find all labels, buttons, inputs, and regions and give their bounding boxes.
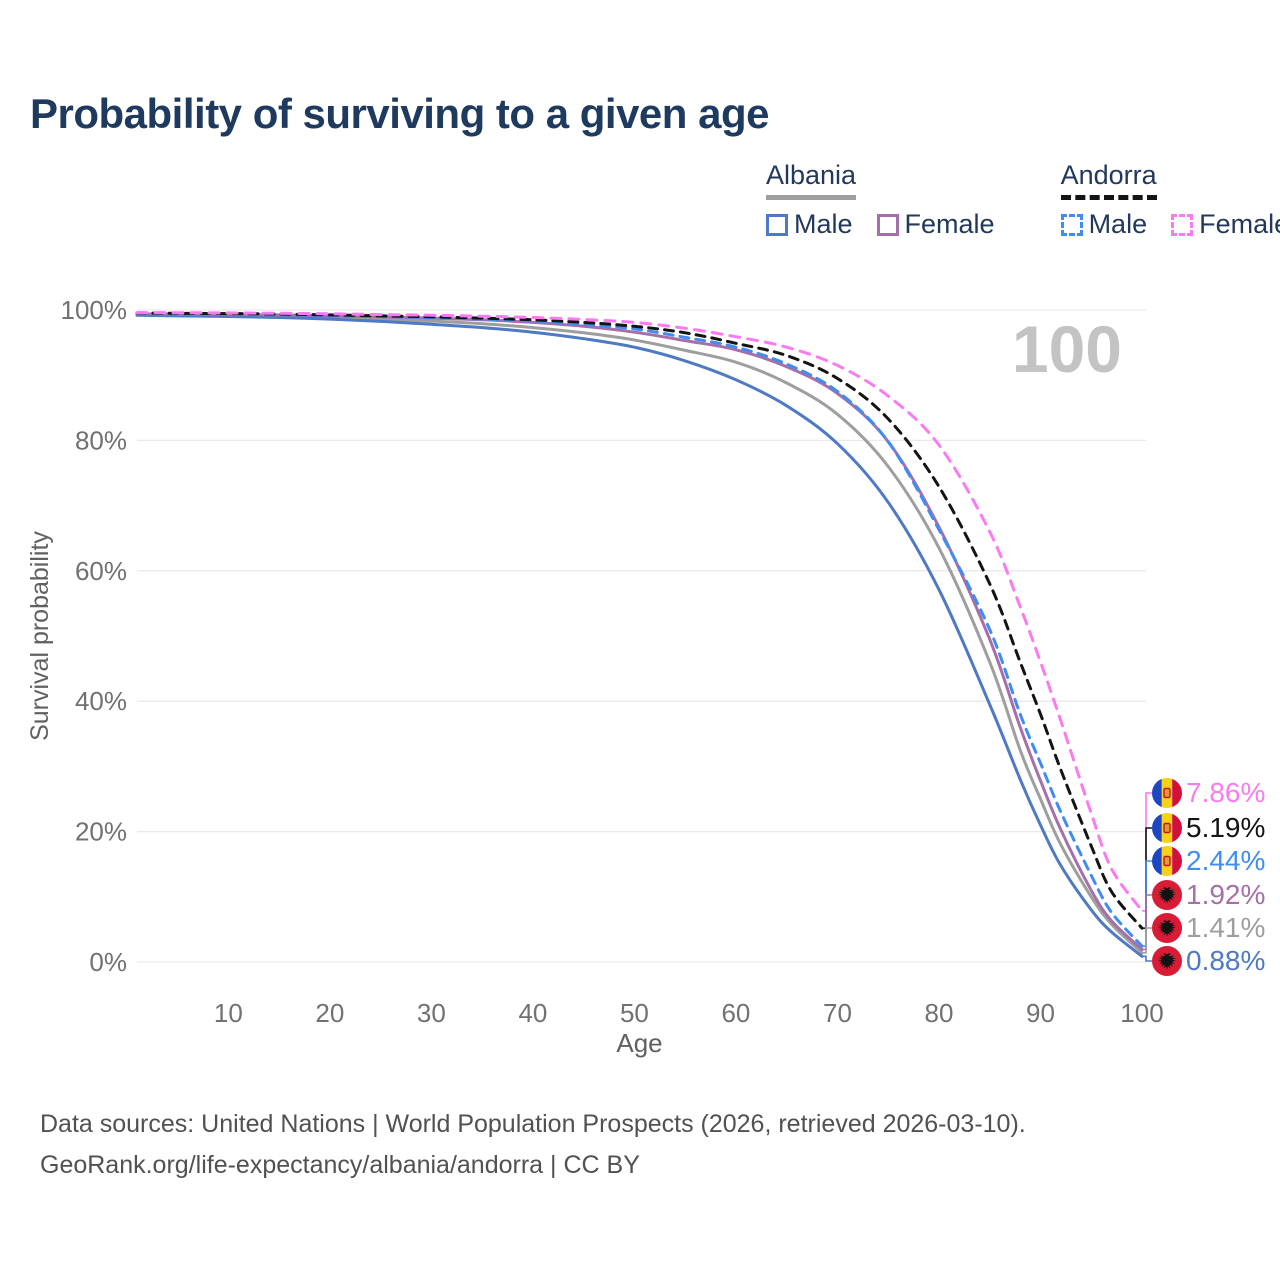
y-tick-80: 80% bbox=[75, 425, 127, 455]
curve-andorra-female[interactable] bbox=[135, 311, 1144, 913]
flag-albania-icon bbox=[1152, 880, 1182, 910]
end-leader-albania-male bbox=[1142, 955, 1152, 962]
y-tick-100: 100% bbox=[61, 295, 128, 325]
curve-andorra[interactable] bbox=[135, 311, 1144, 930]
y-axis-label: Survival probability bbox=[26, 531, 54, 741]
x-tick-90: 90 bbox=[1026, 998, 1055, 1028]
age-indicator-watermark: 100 bbox=[1012, 312, 1122, 386]
x-tick-80: 80 bbox=[925, 998, 954, 1028]
x-tick-100: 100 bbox=[1120, 998, 1163, 1028]
end-label-andorra-female: 7.86% bbox=[1186, 777, 1265, 808]
legend-item-andorra-female[interactable]: Female bbox=[1171, 209, 1280, 240]
flag-andorra-icon bbox=[1152, 778, 1182, 808]
legend-item-albania-male[interactable]: Male bbox=[766, 209, 853, 240]
end-leader-andorra bbox=[1142, 827, 1152, 929]
footer-attribution: GeoRank.org/life-expectancy/albania/ando… bbox=[40, 1151, 640, 1179]
page-title: Probability of surviving to a given age bbox=[30, 90, 769, 137]
end-label-andorra: 5.19% bbox=[1186, 812, 1265, 843]
x-tick-10: 10 bbox=[214, 998, 243, 1028]
legend: Albania Male Female Andorra Male bbox=[766, 160, 1280, 240]
x-tick-30: 30 bbox=[417, 998, 446, 1028]
x-tick-20: 20 bbox=[315, 998, 344, 1028]
x-tick-60: 60 bbox=[721, 998, 750, 1028]
x-tick-50: 50 bbox=[620, 998, 649, 1028]
flag-albania-icon bbox=[1152, 946, 1182, 976]
legend-country-albania[interactable]: Albania bbox=[766, 160, 857, 200]
albania-male-swatch-icon bbox=[766, 213, 788, 236]
andorra-male-swatch-icon bbox=[1060, 213, 1083, 236]
legend-items-andorra: Male Female bbox=[1060, 209, 1280, 240]
y-tick-60: 60% bbox=[75, 556, 127, 586]
andorra-female-swatch-icon bbox=[1171, 213, 1194, 236]
x-tick-40: 40 bbox=[518, 998, 547, 1028]
flag-albania-icon bbox=[1152, 913, 1182, 943]
curve-andorra-male[interactable] bbox=[135, 311, 1144, 948]
end-leader-albania bbox=[1142, 927, 1152, 954]
y-tick-40: 40% bbox=[75, 686, 127, 716]
legend-group-andorra: Andorra Male Female bbox=[1060, 160, 1280, 240]
legend-label-albania-male: Male bbox=[794, 209, 853, 239]
end-label-andorra-male: 2.44% bbox=[1186, 845, 1265, 876]
albania-female-swatch-icon bbox=[876, 213, 899, 236]
legend-item-albania-female[interactable]: Female bbox=[876, 209, 995, 240]
end-label-albania-male: 0.88% bbox=[1186, 945, 1265, 976]
flag-andorra-icon bbox=[1152, 846, 1182, 876]
footer: Data sources: United Nations | World Pop… bbox=[40, 1104, 1026, 1186]
end-label-albania-female: 1.92% bbox=[1186, 879, 1265, 910]
x-tick-70: 70 bbox=[823, 998, 852, 1028]
flag-andorra-icon bbox=[1152, 813, 1182, 843]
legend-country-andorra[interactable]: Andorra bbox=[1060, 160, 1157, 200]
end-leader-andorra-female bbox=[1142, 792, 1152, 912]
legend-items-albania: Male Female bbox=[766, 209, 995, 240]
legend-group-albania: Albania Male Female bbox=[766, 160, 995, 240]
legend-label-andorra-male: Male bbox=[1088, 209, 1148, 239]
x-axis-label: Age bbox=[616, 1028, 662, 1058]
legend-item-andorra-male[interactable]: Male bbox=[1060, 209, 1148, 240]
footer-data-sources: Data sources: United Nations | World Pop… bbox=[40, 1110, 1026, 1138]
y-tick-20: 20% bbox=[75, 817, 127, 847]
end-label-albania: 1.41% bbox=[1186, 912, 1265, 943]
legend-label-albania-female: Female bbox=[904, 209, 995, 239]
y-tick-0: 0% bbox=[89, 947, 127, 977]
end-leader-andorra-male bbox=[1142, 860, 1152, 947]
legend-label-andorra-female: Female bbox=[1199, 209, 1280, 239]
end-leader-albania-female bbox=[1142, 894, 1152, 951]
curve-albania-male[interactable] bbox=[135, 313, 1144, 958]
